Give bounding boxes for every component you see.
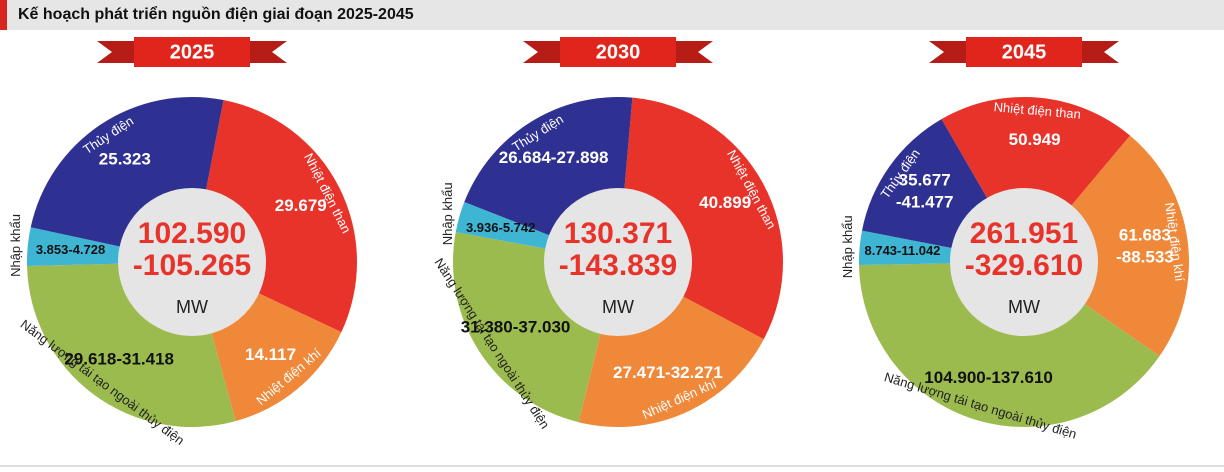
center-total: 261.951 bbox=[970, 217, 1078, 250]
value-label: 27.471-32.271 bbox=[613, 363, 723, 382]
banner bbox=[134, 37, 250, 67]
chart-year: 2045 bbox=[1002, 41, 1047, 63]
header-accent bbox=[0, 0, 7, 30]
value-label: 14.117 bbox=[245, 345, 296, 364]
header-bar bbox=[0, 0, 1224, 30]
banner bbox=[966, 37, 1082, 67]
value-label: 8.743-11.042 bbox=[865, 243, 941, 258]
chart-year: 2025 bbox=[170, 41, 215, 63]
center-unit: MW bbox=[1008, 297, 1040, 317]
value-label: 29.618-31.418 bbox=[64, 349, 174, 368]
value-label: 29.679 bbox=[275, 196, 327, 215]
category-label: Nhập khẩu bbox=[8, 214, 23, 277]
center-total: -329.610 bbox=[965, 249, 1083, 282]
value-label: 26.684-27.898 bbox=[499, 148, 609, 167]
pie-slice bbox=[941, 97, 1131, 262]
value-label: 50.949 bbox=[1009, 130, 1061, 149]
value-label: -41.477 bbox=[896, 193, 954, 212]
center-unit: MW bbox=[176, 297, 208, 317]
center-total: -105.265 bbox=[133, 249, 251, 282]
value-label: 61.683 bbox=[1119, 225, 1171, 244]
pie-slice bbox=[1024, 135, 1189, 357]
banner bbox=[560, 37, 676, 67]
center-total: 102.590 bbox=[138, 217, 246, 250]
header-title: Kế hoạch phát triển nguồn điện giai đoạn… bbox=[18, 5, 414, 23]
pie-slice bbox=[859, 262, 1160, 427]
value-label: 25.323 bbox=[99, 150, 151, 169]
center-disc bbox=[950, 188, 1098, 336]
category-label: Nhập khẩu bbox=[840, 215, 855, 278]
value-label: 3.853-4.728 bbox=[36, 242, 105, 257]
value-label: 104.900-137.610 bbox=[924, 368, 1053, 387]
value-label: 31.380-37.030 bbox=[461, 318, 571, 337]
value-label: -88.533 bbox=[1116, 247, 1174, 266]
center-total: 130.371 bbox=[564, 217, 672, 250]
value-label: 35.677 bbox=[899, 171, 951, 190]
value-label: 3.936-5.742 bbox=[466, 220, 535, 235]
chart-year: 2030 bbox=[596, 41, 641, 63]
value-label: 40.899 bbox=[699, 193, 751, 212]
category-label: Nhập khẩu bbox=[440, 182, 455, 245]
center-disc bbox=[118, 188, 266, 336]
center-total: -143.839 bbox=[559, 249, 677, 282]
center-disc bbox=[544, 188, 692, 336]
center-unit: MW bbox=[602, 297, 634, 317]
